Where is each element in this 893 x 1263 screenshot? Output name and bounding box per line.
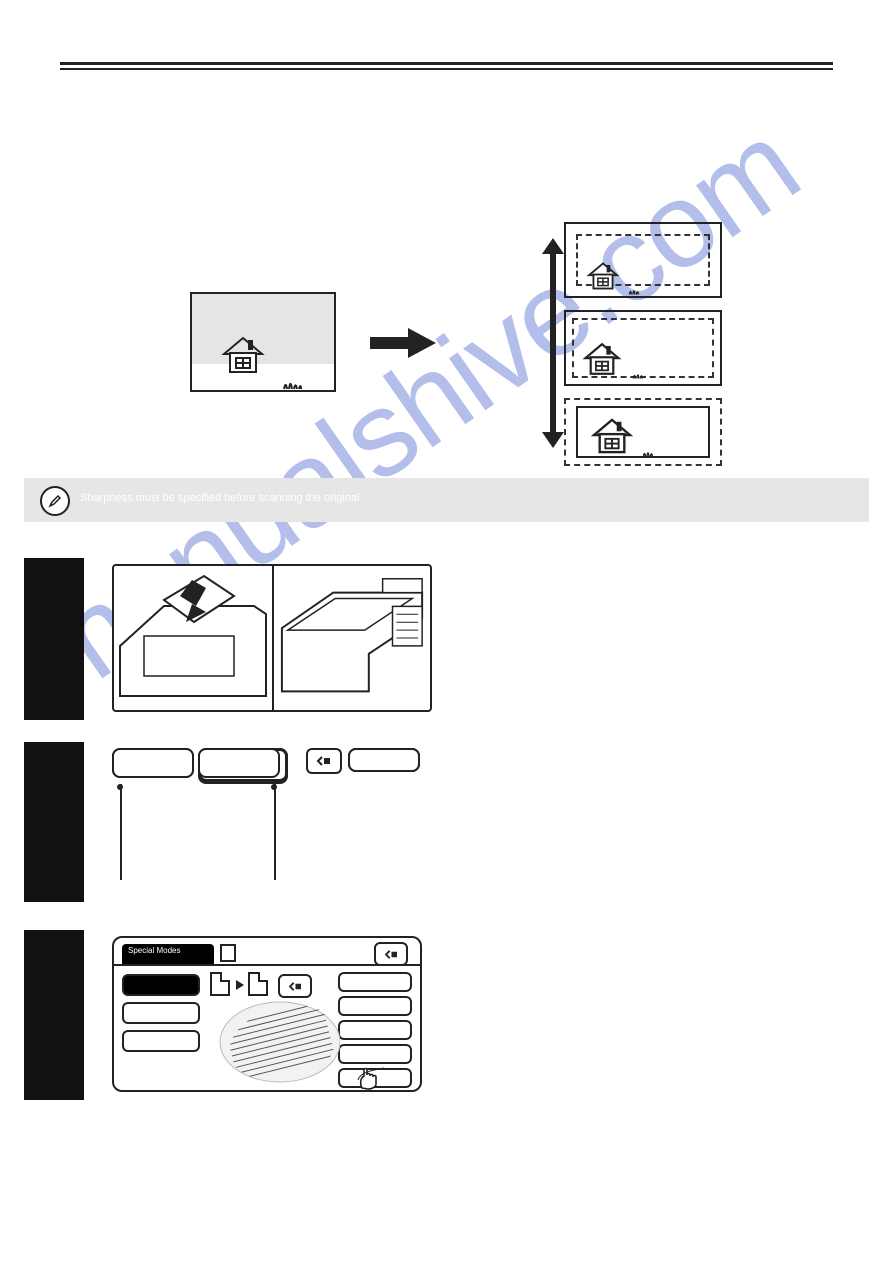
grass-icon xyxy=(632,366,646,374)
doc-icon xyxy=(210,972,230,996)
panel2-ok-chip[interactable] xyxy=(306,748,342,774)
panel3-left-2[interactable] xyxy=(122,1002,200,1024)
panel3-tab-label: Special Modes xyxy=(128,946,180,955)
result-frame-3 xyxy=(564,398,722,466)
arrow-updown-icon xyxy=(542,238,564,448)
house-icon xyxy=(220,336,266,374)
figure-result-stack xyxy=(564,222,730,464)
figure-original xyxy=(190,292,336,392)
page-number: 2-88 xyxy=(809,1231,833,1245)
step-1: Place the original. Place the original f… xyxy=(24,558,869,720)
house-icon xyxy=(590,418,634,454)
triangle-right-icon xyxy=(236,980,244,990)
panel2-right-4[interactable] xyxy=(348,748,420,772)
panel3-right-4[interactable] xyxy=(338,1044,412,1064)
panel2-cell-21[interactable] xyxy=(198,748,280,778)
panel3-ok-chip-top[interactable] xyxy=(374,942,408,966)
panel3-right-2[interactable] xyxy=(338,996,412,1016)
step-3-panel: Special Modes xyxy=(112,936,422,1092)
panel3-right-3[interactable] xyxy=(338,1020,412,1040)
step-1-illustration xyxy=(112,564,432,712)
panel3-topbar xyxy=(114,964,420,966)
pointer-hand-icon xyxy=(356,1064,396,1090)
intro-paragraph: Use this function to sharpen or soften o… xyxy=(60,128,820,142)
arrow-right-icon xyxy=(368,326,438,360)
rule-top-thin xyxy=(60,68,833,70)
panel3-left-1-selected[interactable] xyxy=(122,974,200,996)
step-3-title: Adjust the image. xyxy=(454,938,554,952)
doc-icon xyxy=(248,972,268,996)
panel2-leader-2-dot xyxy=(271,784,277,790)
feeder-icon xyxy=(114,566,272,710)
step-2-title: Select Sharpness in the Special Modes me… xyxy=(454,750,715,764)
result-frame-1 xyxy=(564,222,722,298)
grass-icon xyxy=(628,282,642,290)
pencil-icon xyxy=(40,486,70,516)
step-3-body: (1) Touch the key of the desired level. … xyxy=(454,960,834,972)
grass-icon xyxy=(282,376,302,386)
panel3-left-3[interactable] xyxy=(122,1030,200,1052)
section-title: SHARPNESS xyxy=(60,100,172,121)
house-icon xyxy=(582,342,622,376)
step-2-number-block xyxy=(24,742,84,902)
step-2: Select Sharpness in the Special Modes me… xyxy=(24,742,869,902)
grass-icon xyxy=(642,444,656,452)
house-icon xyxy=(586,262,620,290)
step-1-body: Place the original face up in the docume… xyxy=(454,588,834,612)
panel2-leader-1-dot xyxy=(117,784,123,790)
note-text: Sharpness must be specified before scann… xyxy=(80,492,820,504)
content-tagline: Special Modes xyxy=(65,74,137,86)
step-3: Adjust the image. (1) Touch the key of t… xyxy=(24,930,869,1100)
rule-top-thick xyxy=(60,62,833,65)
doc-small-icon xyxy=(220,944,236,962)
step-1-title: Place the original. xyxy=(454,566,557,580)
panel2-leader-1 xyxy=(120,784,122,880)
result-frame-2 xyxy=(564,310,722,386)
panel2-leader-2 xyxy=(274,784,276,880)
document-glass-icon xyxy=(274,566,432,710)
panel2-cell-20[interactable] xyxy=(112,748,194,778)
step-1-number-block xyxy=(24,558,84,720)
step-3-number-block xyxy=(24,930,84,1100)
panel3-right-1[interactable] xyxy=(338,972,412,992)
step-2-body: (1) Touch the [Image Edit] key. (2) Touc… xyxy=(454,772,834,784)
panel3-preview xyxy=(210,994,340,1084)
step-2-panel xyxy=(112,748,422,892)
